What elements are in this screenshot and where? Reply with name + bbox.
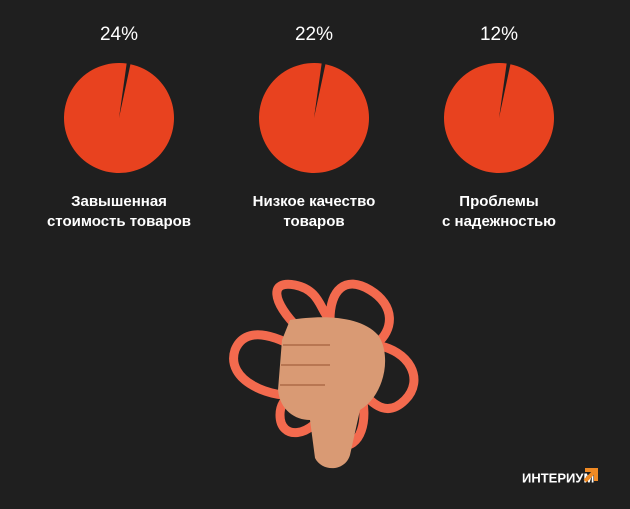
brand: ИНТЕРИУМ — [522, 470, 594, 485]
value-label: 24% — [100, 24, 138, 45]
logo: ИНТЕРИУМ — [522, 468, 598, 485]
category-label: Низкое качество — [253, 193, 376, 210]
value-label: 12% — [480, 24, 518, 45]
value-label: 22% — [295, 24, 333, 45]
category-label: с надежностью — [442, 213, 556, 230]
pie-slice — [64, 62, 175, 173]
category-label: Завышенная — [71, 193, 167, 210]
category-label: товаров — [283, 213, 344, 230]
pie-slice — [443, 63, 555, 173]
category-label: стоимость товаров — [47, 213, 191, 230]
hand-illustration — [229, 279, 419, 469]
pie-slice — [259, 63, 369, 173]
category-label: Проблемы — [459, 193, 538, 210]
